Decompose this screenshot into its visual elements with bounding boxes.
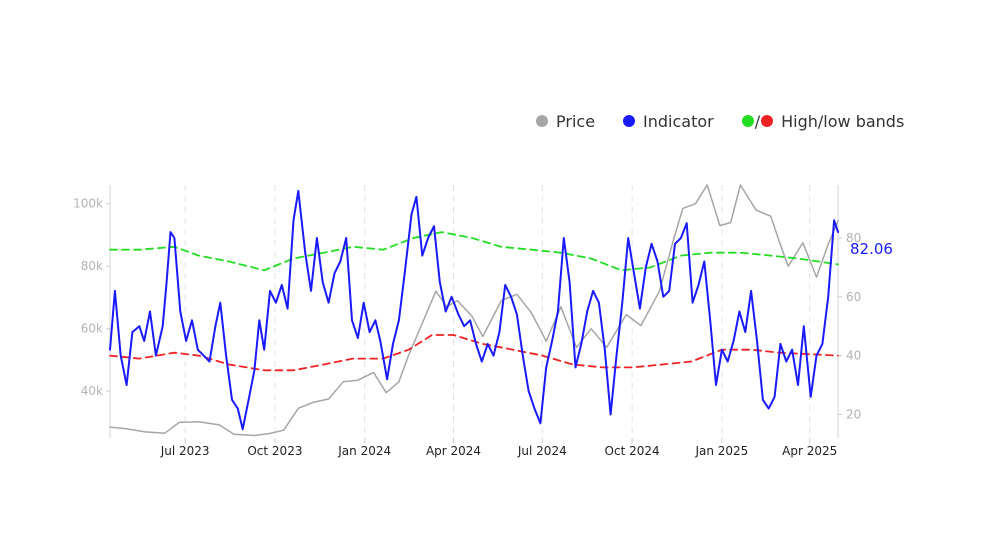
- left-tick-label-3: 100k: [73, 197, 103, 211]
- right-tick-label-3: 80: [846, 231, 861, 245]
- series-indicator: [109, 189, 839, 431]
- series-high-band: [109, 231, 839, 272]
- price-dot-icon: [536, 115, 548, 127]
- x-tick-label-2: Jan 2024: [337, 444, 391, 458]
- indicator-last-value-label: 82.06: [850, 240, 893, 258]
- legend-label-price: Price: [556, 111, 596, 131]
- left-axis-ticks: 40k 60k 80k 100k: [73, 197, 110, 398]
- right-axis-ticks: 20 40 60 80: [838, 231, 861, 421]
- right-tick-label-1: 40: [846, 349, 861, 363]
- high-band-dot-icon: [741, 115, 754, 127]
- x-tick-label-3: Apr 2024: [426, 444, 481, 458]
- legend-slash: /: [754, 111, 761, 131]
- low-band-dot-icon: [761, 115, 774, 127]
- left-tick-label-1: 60k: [81, 322, 103, 336]
- x-tick-label-1: Oct 2023: [247, 444, 302, 458]
- x-tick-label-7: Apr 2025: [782, 444, 837, 458]
- x-axis-ticks: Jul 2023 Oct 2023 Jan 2024 Apr 2024 Jul 2024…: [160, 438, 837, 458]
- x-tick-label-5: Oct 2024: [605, 444, 660, 458]
- x-tick-label-6: Jan 2025: [694, 444, 748, 458]
- series-group: [109, 184, 839, 437]
- indicator-dot-icon: [623, 115, 636, 127]
- series-low-band: [109, 334, 839, 372]
- legend-label-bands: High/low bands: [781, 111, 905, 131]
- left-tick-label-2: 80k: [81, 259, 103, 273]
- legend-label-indicator: Indicator: [643, 111, 714, 131]
- legend-item-price[interactable]: Price: [536, 112, 595, 131]
- legend-item-bands[interactable]: / High/low bands: [741, 111, 905, 131]
- series-price: [109, 184, 839, 437]
- grid-lines: [184, 185, 811, 438]
- right-tick-label-2: 60: [846, 290, 861, 304]
- legend-item-indicator[interactable]: Indicator: [623, 112, 714, 131]
- right-tick-label-0: 20: [846, 407, 861, 421]
- x-tick-label-4: Jul 2024: [517, 444, 567, 458]
- legend: Price Indicator / High/low bands: [536, 108, 904, 134]
- left-tick-label-0: 40k: [81, 384, 103, 398]
- x-tick-label-0: Jul 2023: [160, 444, 210, 458]
